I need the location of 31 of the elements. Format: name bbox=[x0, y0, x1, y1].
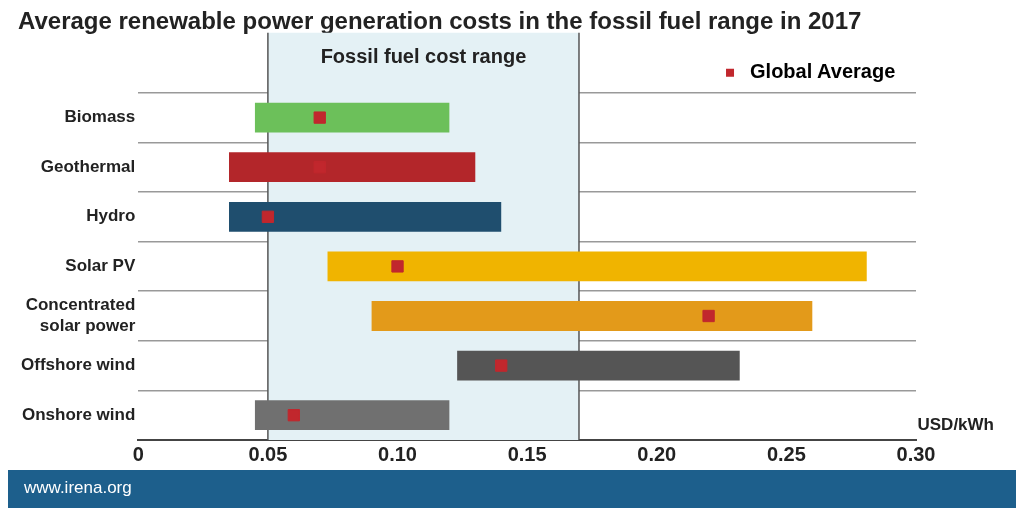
x-tick-label: 0.25 bbox=[766, 442, 806, 465]
band-label: Fossil fuel cost range bbox=[320, 45, 527, 68]
y-tick-label: Hydro bbox=[86, 206, 136, 226]
bar bbox=[327, 251, 867, 282]
point bbox=[391, 260, 404, 273]
x-tick-label: 0.15 bbox=[507, 442, 547, 465]
x-axis-title: USD/kWh bbox=[917, 415, 994, 435]
legend-label: Global Average bbox=[750, 60, 896, 83]
point bbox=[702, 309, 715, 323]
bar bbox=[229, 152, 476, 183]
x-tick-label: 0.05 bbox=[248, 442, 288, 465]
point bbox=[313, 111, 326, 124]
y-tick-label: Biomass bbox=[64, 107, 136, 127]
x-tick-label: 0 bbox=[132, 442, 144, 465]
bar bbox=[229, 201, 502, 232]
point bbox=[287, 409, 300, 422]
y-tick-label: Offshore wind bbox=[21, 355, 136, 375]
y-tick-label: Geothermal bbox=[40, 156, 136, 176]
y-tick-label: Solar PV bbox=[65, 256, 136, 276]
point bbox=[495, 359, 508, 372]
text: www.irena.org bbox=[24, 478, 132, 497]
point bbox=[261, 210, 275, 223]
bar bbox=[254, 102, 450, 133]
x-tick-label: 0.30 bbox=[896, 442, 936, 465]
x-tick-label: 0.10 bbox=[378, 442, 417, 465]
chart-title: Average renewable power generation costs in the fossil fuel range in 2017 bbox=[18, 7, 862, 35]
x-tick-label: 0.20 bbox=[637, 442, 677, 465]
bar bbox=[254, 400, 450, 431]
bar bbox=[371, 301, 813, 331]
y-tick-label: Onshore wind bbox=[21, 404, 136, 424]
y-tick-label: Concentrated solar power bbox=[25, 295, 136, 335]
